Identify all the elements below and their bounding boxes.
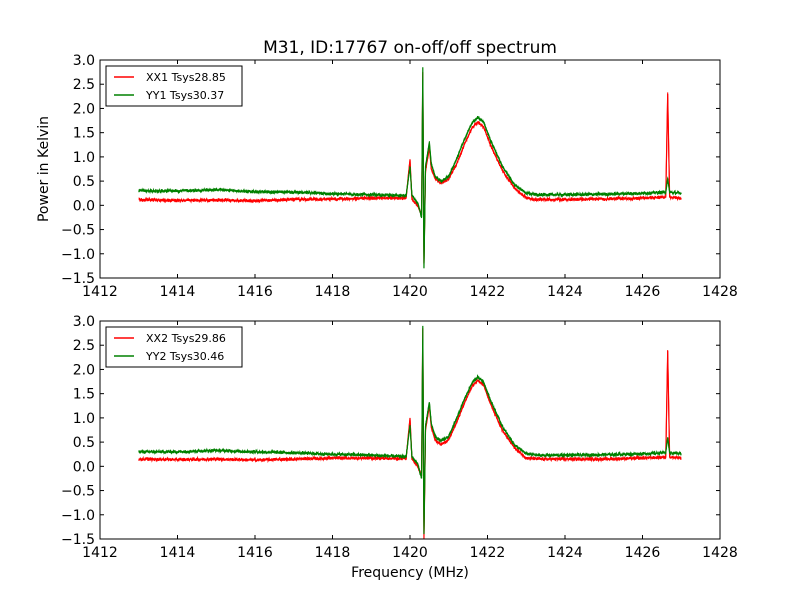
legend-box [105,65,243,107]
x-tick-label: 1420 [392,545,428,561]
y-tick-label: −1.5 [61,532,95,548]
y-axis-label: Power in Kelvin [36,116,52,222]
legend-entry: YY2 Tsys30.46 [145,350,224,363]
x-tick-label: 1412 [82,284,118,300]
y-tick-label: 0.0 [73,459,95,475]
series-line-yy [138,79,682,263]
x-tick-label: 1414 [160,545,196,561]
y-tick-label: 1.0 [73,150,95,166]
y-tick-label: 2.0 [73,362,95,378]
chart-title: M31, ID:17767 on-off/off spectrum [263,38,557,58]
x-tick-label: 1422 [470,284,506,300]
y-tick-label: 3.0 [73,314,95,330]
y-tick-label: 2.5 [73,77,95,93]
x-tick-label: 1424 [547,545,583,561]
bottom-panel: 1412 1414 1416 1418 1420 1422 1424 1426 1428 −1.5… [61,314,738,561]
legend-entry: XX2 Tsys29.86 [146,332,226,345]
x-tick-label: 1420 [392,284,428,300]
x-tick-label: 1422 [470,545,506,561]
y-tick-label: 2.0 [73,101,95,117]
y-tick-label: 1.0 [73,411,95,427]
y-tick-label: −1.0 [61,247,95,263]
x-tick-label: 1418 [315,545,351,561]
series-group [138,325,682,539]
x-tick-label: 1418 [315,284,351,300]
legend-entry: YY1 Tsys30.37 [145,89,224,102]
y-tick-label: 0.5 [73,435,95,451]
y-tick-label: 0.5 [73,174,95,190]
x-tick-label: 1428 [702,545,738,561]
y-tick-label: −0.5 [61,484,95,500]
series-line-xx [138,343,682,534]
top-panel: 1412 1414 1416 1418 1420 1422 1424 1426 1428 −1.5… [61,53,738,300]
x-tick-label: 1414 [160,284,196,300]
series-line-yy [138,338,682,530]
x-tick-label: 1412 [82,545,118,561]
y-tick-label: 3.0 [73,53,95,69]
x-tick-label: 1416 [237,545,273,561]
y-tick-label: 1.5 [73,126,95,142]
y-tick-label: −1.0 [61,508,95,524]
x-tick-label: 1424 [547,284,583,300]
y-tick-label: 2.5 [73,338,95,354]
legend-entry: XX1 Tsys28.85 [146,71,226,84]
series-group [138,67,682,269]
y-tick-label: 0.0 [73,198,95,214]
x-axis-label: Frequency (MHz) [351,565,469,581]
y-tick-label: 1.5 [73,387,95,403]
y-tick-label: −0.5 [61,223,95,239]
series-line-xx [138,85,682,260]
y-tick-label: −1.5 [61,271,95,287]
legend: XX1 Tsys28.85 YY1 Tsys30.37 [105,65,243,107]
x-tick-label: 1426 [625,284,661,300]
x-tick-label: 1416 [237,284,273,300]
x-tick-label: 1428 [702,284,738,300]
x-tick-label: 1426 [625,545,661,561]
legend-box [105,326,243,368]
legend: XX2 Tsys29.86 YY2 Tsys30.46 [105,326,243,368]
